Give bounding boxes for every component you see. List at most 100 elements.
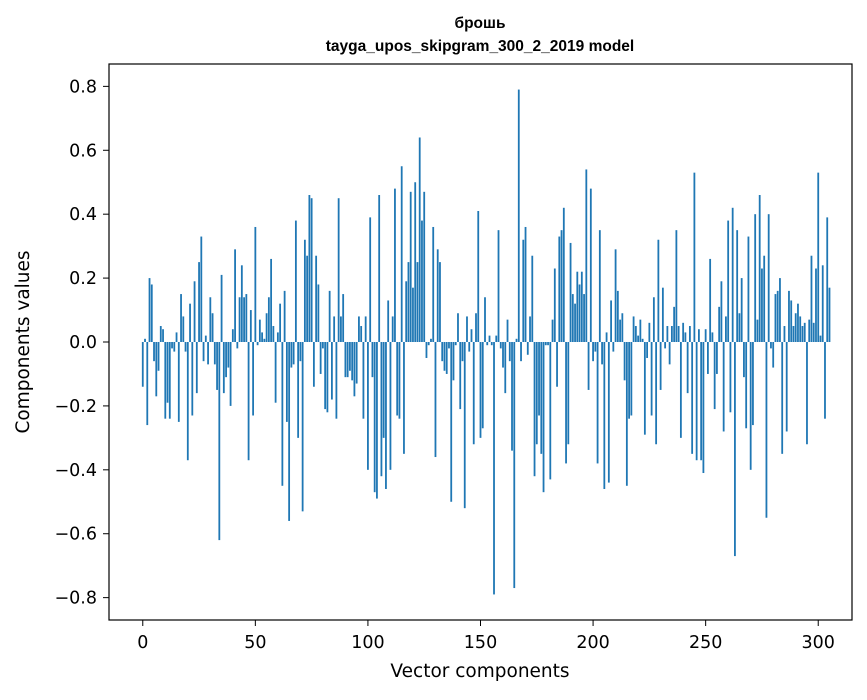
- bar-230: [659, 342, 662, 390]
- bar-80: [321, 342, 324, 349]
- bar-12: [168, 342, 171, 419]
- bar-43: [238, 297, 241, 342]
- bar-0: [141, 342, 144, 387]
- bar-132: [439, 262, 441, 342]
- bar-195: [580, 271, 583, 342]
- bar-288: [790, 300, 793, 342]
- bar-174: [533, 342, 536, 477]
- bar-135: [445, 342, 448, 374]
- bar-7: [157, 342, 160, 371]
- bar-65: [288, 342, 291, 521]
- bar-104: [376, 342, 378, 499]
- bar-258: [722, 342, 725, 432]
- bar-279: [770, 342, 772, 349]
- bar-267: [743, 342, 745, 378]
- bar-85: [333, 316, 336, 342]
- bar-277: [765, 342, 768, 518]
- bar-40: [231, 329, 234, 342]
- bar-130: [434, 342, 437, 458]
- bar-158: [497, 230, 500, 342]
- bar-161: [504, 342, 507, 394]
- x-tick-label: 100: [351, 633, 384, 653]
- bar-286: [785, 342, 788, 432]
- x-tick-label: 300: [802, 633, 835, 653]
- bar-184: [556, 342, 558, 387]
- bar-188: [565, 342, 567, 464]
- y-tick-label: −0.2: [55, 397, 98, 417]
- bar-94: [353, 342, 356, 397]
- x-axis-ticks: 0 50 100 150 200 250 300: [137, 620, 835, 653]
- bar-299: [815, 268, 817, 342]
- bar-303: [824, 342, 826, 419]
- bar-276: [763, 255, 766, 342]
- bar-151: [481, 342, 484, 429]
- bar-121: [414, 182, 417, 342]
- bar-97: [360, 326, 363, 342]
- bar-223: [643, 342, 646, 435]
- bar-42: [236, 342, 239, 349]
- bar-166: [515, 338, 518, 342]
- bar-213: [621, 313, 624, 342]
- bar-208: [610, 300, 612, 342]
- bar-75: [310, 198, 313, 342]
- bar-274: [758, 195, 761, 342]
- bar-265: [738, 313, 741, 342]
- bar-260: [727, 220, 730, 342]
- bar-190: [569, 242, 572, 342]
- bar-58: [272, 326, 275, 342]
- bar-27: [202, 342, 205, 362]
- bar-84: [331, 342, 333, 400]
- bar-111: [391, 316, 394, 342]
- bar-233: [666, 326, 669, 342]
- bar-215: [625, 342, 628, 486]
- bar-292: [799, 316, 802, 342]
- chart-subtitle: tayga_upos_skipgram_300_2_2019 model: [326, 38, 634, 55]
- bar-149: [477, 210, 480, 342]
- bar-115: [400, 166, 403, 342]
- bar-81: [324, 342, 327, 410]
- bar-216: [628, 342, 630, 419]
- bar-211: [616, 290, 619, 342]
- bar-117: [405, 281, 408, 342]
- bar-37: [225, 342, 227, 378]
- bar-284: [781, 342, 784, 454]
- bar-287: [788, 290, 790, 342]
- bar-116: [403, 342, 405, 454]
- bar-78: [317, 284, 320, 342]
- bar-157: [495, 335, 498, 342]
- bar-255: [716, 342, 718, 374]
- bar-227: [652, 297, 655, 342]
- bar-254: [713, 342, 716, 410]
- bar-243: [688, 326, 691, 342]
- y-tick-label: 0.8: [69, 77, 97, 97]
- bar-278: [767, 214, 770, 342]
- bar-20: [186, 342, 189, 461]
- bar-245: [693, 172, 696, 342]
- bar-140: [457, 313, 459, 342]
- bar-113: [396, 342, 399, 416]
- bar-296: [808, 319, 811, 342]
- bar-125: [423, 191, 426, 342]
- bar-256: [718, 306, 721, 342]
- bar-76: [312, 342, 315, 387]
- bar-214: [623, 342, 626, 381]
- bar-304: [826, 217, 829, 342]
- bar-178: [542, 342, 545, 493]
- bar-206: [605, 332, 608, 342]
- bar-73: [306, 255, 309, 342]
- bar-179: [544, 342, 547, 346]
- bar-31: [211, 313, 214, 342]
- y-tick-label: −0.4: [55, 461, 98, 481]
- bar-21: [189, 303, 191, 342]
- bar-196: [583, 294, 585, 342]
- bar-192: [574, 303, 576, 342]
- bar-175: [535, 342, 538, 445]
- y-tick-label: 0.2: [69, 269, 97, 289]
- bar-134: [443, 342, 446, 371]
- bar-47: [247, 342, 250, 461]
- bar-200: [592, 342, 594, 362]
- bar-68: [294, 220, 297, 342]
- bar-61: [279, 303, 282, 342]
- bar-66: [290, 342, 293, 368]
- bar-163: [508, 342, 511, 362]
